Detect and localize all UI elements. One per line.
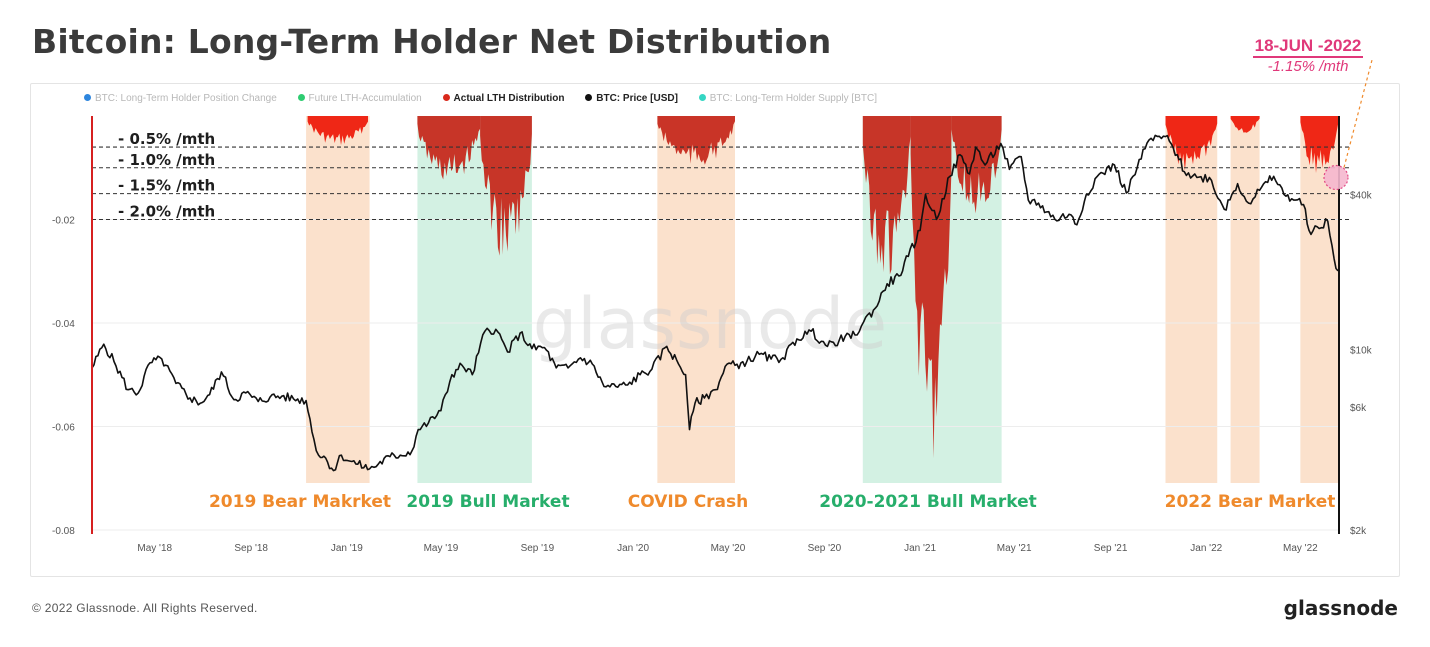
- brand-logo: glassnode: [1283, 596, 1398, 620]
- chart-legend: BTC: Long-Term Holder Position Change Fu…: [84, 93, 895, 104]
- date-callout: 18-JUN -2022 -1.15% /mth: [1228, 36, 1388, 76]
- legend-item-lth-position-change[interactable]: BTC: Long-Term Holder Position Change: [84, 93, 277, 104]
- y-left-tick-label: -0.08: [52, 526, 75, 537]
- y-right-tick-label: $40k: [1350, 190, 1373, 201]
- legend-label: BTC: Price [USD]: [596, 93, 678, 104]
- distribution-area: [417, 116, 481, 180]
- period-label: 2020-2021 Bull Market: [819, 492, 1037, 512]
- legend-item-future-accumulation[interactable]: Future LTH-Accumulation: [297, 93, 422, 104]
- period-label: 2022 Bear Market: [1165, 492, 1336, 512]
- x-tick-label: Jan '22: [1190, 543, 1222, 554]
- callout-leader-line: [1343, 59, 1373, 168]
- x-tick-label: Jan '19: [331, 543, 363, 554]
- distribution-area: [1300, 116, 1338, 173]
- legend-label: Actual LTH Distribution: [453, 93, 565, 104]
- threshold-label: - 1.5% /mth: [118, 177, 215, 195]
- y-right-tick-label: $10k: [1350, 346, 1373, 357]
- x-tick-label: Sep '19: [521, 543, 555, 554]
- legend-item-btc-price[interactable]: BTC: Price [USD]: [585, 93, 678, 104]
- period-band-bear: [306, 116, 370, 483]
- distribution-area: [1230, 116, 1260, 133]
- x-tick-label: Jan '21: [904, 543, 936, 554]
- legend-label: Future LTH-Accumulation: [308, 93, 422, 104]
- chart-title: Bitcoin: Long-Term Holder Net Distributi…: [32, 22, 832, 61]
- legend-dot-icon: [698, 94, 706, 101]
- legend-dot-icon: [84, 94, 91, 101]
- legend-item-lth-supply[interactable]: BTC: Long-Term Holder Supply [BTC]: [698, 93, 877, 104]
- distribution-area: [951, 116, 1002, 214]
- x-tick-label: May '21: [997, 543, 1032, 554]
- x-tick-label: May '22: [1283, 543, 1318, 554]
- period-band-bear: [1165, 116, 1218, 483]
- legend-label: BTC: Long-Term Holder Supply [BTC]: [709, 93, 877, 104]
- y-left-tick-label: -0.06: [52, 423, 75, 434]
- callout-date: 18-JUN -2022: [1252, 36, 1364, 58]
- threshold-label: - 1.0% /mth: [118, 151, 215, 169]
- distribution-area: [657, 116, 735, 165]
- x-tick-label: Jan '20: [617, 543, 649, 554]
- legend-dot-icon: [442, 94, 450, 101]
- threshold-label: - 2.0% /mth: [118, 203, 215, 221]
- current-value-marker: [1323, 164, 1349, 191]
- y-left-tick-label: -0.02: [52, 216, 75, 227]
- legend-label: BTC: Long-Term Holder Position Change: [95, 93, 277, 104]
- period-band-bear: [1230, 116, 1260, 483]
- x-tick-label: May '20: [711, 543, 746, 554]
- period-label: 2019 Bear Makrket: [209, 492, 391, 512]
- x-tick-label: May '19: [424, 543, 459, 554]
- distribution-area: [862, 116, 911, 275]
- period-label: COVID Crash: [628, 492, 749, 512]
- callout-value: -1.15% /mth: [1267, 58, 1349, 75]
- x-tick-label: Sep '20: [808, 543, 842, 554]
- legend-dot-icon: [585, 94, 593, 101]
- x-tick-label: Sep '18: [234, 543, 268, 554]
- y-right-tick-label: $6k: [1350, 403, 1367, 414]
- threshold-label: - 0.5% /mth: [118, 130, 215, 148]
- legend-item-actual-distribution[interactable]: Actual LTH Distribution: [442, 93, 565, 104]
- y-left-tick-label: -0.04: [52, 319, 75, 330]
- legend-dot-icon: [297, 94, 305, 101]
- x-tick-label: Sep '21: [1094, 543, 1128, 554]
- copyright-text: © 2022 Glassnode. All Rights Reserved.: [32, 601, 258, 615]
- watermark: glassnode: [533, 283, 887, 365]
- period-band-bear: [657, 116, 735, 483]
- x-tick-label: May '18: [137, 543, 172, 554]
- y-right-tick-label: $2k: [1350, 526, 1367, 537]
- distribution-area: [307, 116, 368, 146]
- distribution-area: [480, 116, 532, 256]
- price-line: [91, 134, 1339, 472]
- period-label: 2019 Bull Market: [406, 492, 569, 512]
